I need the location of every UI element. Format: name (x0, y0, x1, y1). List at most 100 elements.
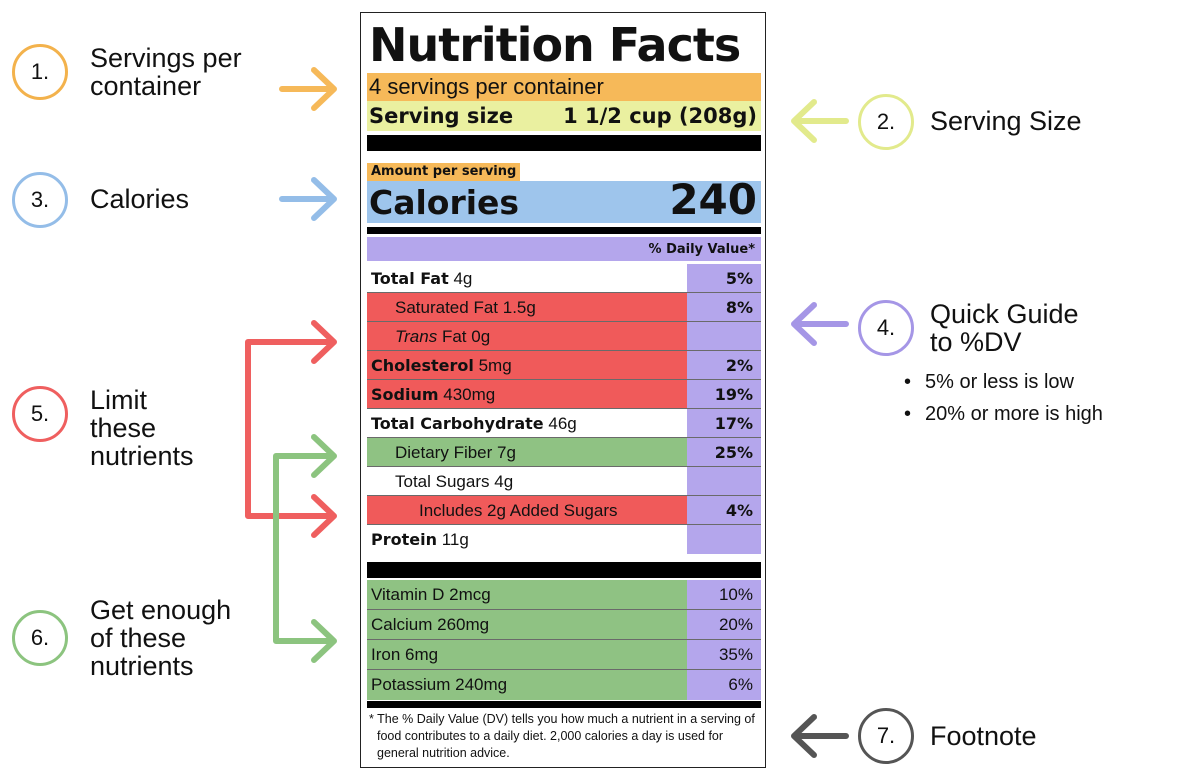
serving-size-row: Serving size 1 1/2 cup (208g) (367, 101, 761, 131)
nutrient-row-saturated-fat: Saturated Fat 1.5g 8% (367, 293, 761, 322)
nutrient-bold-label: Total Fat (371, 269, 449, 288)
label-title: Nutrition Facts (369, 18, 741, 72)
nutrient-amount: 7g (497, 443, 516, 462)
nutrient-name: Trans Fat 0g (367, 322, 687, 351)
vitamin-amount: 6mg (405, 645, 439, 664)
serving-size-value: 1 1/2 cup (208g) (563, 104, 757, 128)
vitamin-label: Potassium (371, 675, 451, 694)
nutrient-dv: 19% (687, 380, 761, 409)
callout-text-6: Get enough of these nutrients (90, 596, 231, 680)
callout-text-4: Quick Guide to %DV (930, 300, 1079, 356)
vitamin-amount: 240mg (455, 675, 508, 694)
nutrient-dv: 4% (687, 496, 761, 525)
servings-per-container: 4 servings per container (367, 73, 761, 101)
nutrient-name: Dietary Fiber 7g (367, 438, 687, 467)
callout-line: to %DV (930, 327, 1022, 357)
nutrient-row-total-fat: Total Fat 4g 5% (367, 264, 761, 293)
arrow-servings (279, 67, 337, 111)
nutrient-amount: 1.5g (502, 298, 536, 317)
arrow-calories (279, 177, 337, 221)
nutrient-name: Includes 2g Added Sugars (367, 496, 687, 525)
dv-guide-bullets: 5% or less is low 20% or more is high (904, 366, 1103, 430)
arrow-footnote (791, 714, 849, 758)
callout-number-2: 2. (858, 94, 914, 150)
nutrient-amount: 5mg (478, 356, 512, 375)
nutrient-label: Fat (441, 327, 467, 346)
vitamin-name: Iron 6mg (367, 640, 687, 670)
nutrient-row-dietary-fiber: Dietary Fiber 7g 25% (367, 438, 761, 467)
nutrient-name: Total Sugars 4g (367, 467, 687, 496)
vitamin-dv: 20% (687, 610, 761, 640)
nutrient-bold-label: Cholesterol (371, 356, 474, 375)
footnote-divider (367, 701, 761, 708)
nutrient-dv (687, 525, 761, 554)
nutrient-row-total-carbohydrate: Total Carbohydrate 46g 17% (367, 409, 761, 438)
callout-line: Quick Guide (930, 299, 1079, 329)
nutrient-amount: 11g (441, 530, 469, 549)
arrow-limit (245, 320, 337, 538)
callout-line: Servings per (90, 43, 242, 73)
serving-size-label: Serving size (369, 104, 514, 128)
vitamin-row-iron: Iron 6mg 35% (367, 640, 761, 670)
nutrient-row-trans-fat: Trans Fat 0g (367, 322, 761, 351)
vitamin-dv: 6% (687, 670, 761, 700)
nutrient-amount: 430mg (443, 385, 496, 404)
nutrient-dv: 17% (687, 409, 761, 438)
vitamin-row-potassium: Potassium 240mg 6% (367, 670, 761, 700)
callout-number-4: 4. (858, 300, 914, 356)
callout-text-2: Serving Size (930, 106, 1082, 136)
nutrient-bold-label: Sodium (371, 385, 439, 404)
nutrient-name: Cholesterol 5mg (367, 351, 687, 380)
nutrition-label: Nutrition Facts 4 servings per container… (360, 12, 766, 768)
nutrient-name: Total Carbohydrate 46g (367, 409, 687, 438)
nutrient-italic-label: Trans (395, 327, 438, 346)
arrow-get-enough (273, 434, 337, 663)
callout-line: these (90, 413, 157, 443)
callout-number-5: 5. (12, 386, 68, 442)
vitamin-row-vitamin-d: Vitamin D 2mcg 10% (367, 580, 761, 610)
nutrient-name: Protein 11g (367, 525, 687, 554)
callout-line: of these (90, 623, 187, 653)
amount-per-serving: Amount per serving (367, 163, 521, 181)
nutrient-label: Saturated Fat (395, 298, 499, 317)
vitamin-name: Calcium 260mg (367, 610, 687, 640)
vitamin-dv: 10% (687, 580, 761, 610)
vitamin-amount: 2mcg (449, 585, 491, 604)
daily-value-header: % Daily Value* (367, 237, 761, 261)
calories-label: Calories (369, 183, 520, 222)
callout-number-1: 1. (12, 44, 68, 100)
vitamin-row-calcium: Calcium 260mg 20% (367, 610, 761, 640)
vitamin-label: Calcium (371, 615, 433, 634)
vitamin-name: Potassium 240mg (367, 670, 687, 700)
vitamin-amount: 260mg (437, 615, 490, 634)
nutrient-amount: 4g (453, 269, 473, 288)
nutrient-amount: 0g (471, 327, 491, 346)
callout-text-1: Servings per container (90, 44, 242, 100)
callout-number-6: 6. (12, 610, 68, 666)
medium-divider (367, 227, 761, 234)
nutrient-label: Total Sugars (395, 472, 490, 491)
nutrient-name: Total Fat 4g (367, 264, 687, 293)
vitamin-label: Iron (371, 645, 401, 664)
callout-text-5: Limit these nutrients (90, 386, 194, 470)
vitamin-label: Vitamin D (371, 585, 445, 604)
nutrient-amount: 4g (494, 472, 514, 491)
callout-number-7: 7. (858, 708, 914, 764)
nutrient-dv: 2% (687, 351, 761, 380)
nutrient-dv: 25% (687, 438, 761, 467)
footnote-text: * The % Daily Value (DV) tells you how m… (369, 712, 755, 760)
nutrient-row-sodium: Sodium 430mg 19% (367, 380, 761, 409)
callout-line: Limit (90, 385, 148, 415)
callout-line: Get enough (90, 595, 232, 625)
nutrient-row-added-sugars: Includes 2g Added Sugars 4% (367, 496, 761, 525)
thick-divider (367, 135, 761, 151)
calories-value: 240 (669, 175, 757, 224)
nutrient-dv: 5% (687, 264, 761, 293)
callout-line: container (90, 71, 202, 101)
arrow-daily-value (791, 302, 849, 346)
callout-line: nutrients (90, 441, 194, 471)
callout-line: nutrients (90, 651, 194, 681)
nutrient-row-cholesterol: Cholesterol 5mg 2% (367, 351, 761, 380)
calories-row: Calories 240 (367, 177, 761, 223)
